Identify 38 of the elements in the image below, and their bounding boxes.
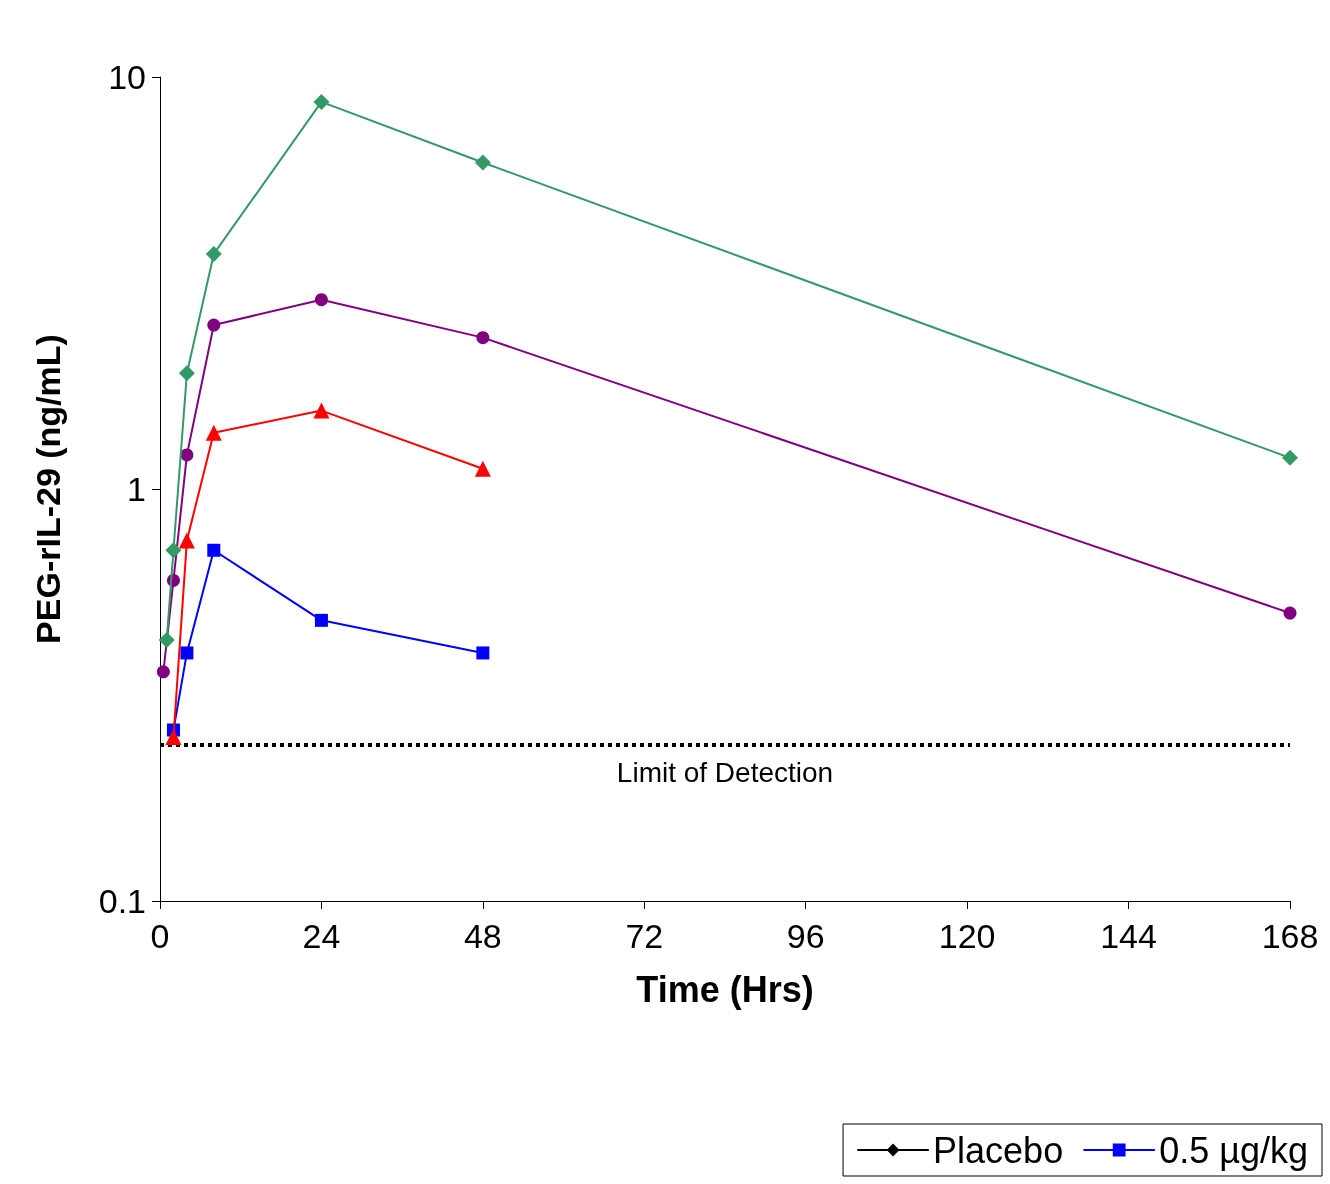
x-tick-label: 168 <box>1261 917 1319 955</box>
point <box>165 729 182 746</box>
point <box>474 460 491 477</box>
point <box>205 245 222 262</box>
x-tick-label: 144 <box>1100 917 1157 955</box>
y-tick-label: 1 <box>127 470 146 508</box>
y-tick-label: 10 <box>108 58 146 96</box>
point <box>205 424 222 441</box>
x-tick-label: 120 <box>938 917 996 955</box>
x-tick-label: 72 <box>625 917 664 955</box>
y-axis-title: PEG-rIL-29 (ng/mL) <box>29 334 67 644</box>
legend-label: Placebo <box>933 1129 1064 1171</box>
point <box>156 665 170 679</box>
point <box>1282 449 1298 466</box>
point <box>180 646 194 660</box>
x-tick-label: 24 <box>302 917 341 955</box>
y-tick-label: 0.1 <box>98 882 146 920</box>
point <box>476 646 490 660</box>
point <box>158 632 175 649</box>
ref-line-label: Limit of Detection <box>616 756 834 788</box>
x-tick-label: 48 <box>463 917 502 955</box>
point <box>207 543 221 557</box>
point <box>314 613 328 627</box>
point <box>476 331 490 345</box>
legend-label: 0.5 µg/kg <box>1159 1129 1309 1171</box>
x-tick-label: 0 <box>150 917 170 955</box>
point <box>1283 606 1297 620</box>
point <box>207 318 221 332</box>
point <box>165 542 182 559</box>
point <box>178 365 195 382</box>
point <box>178 532 195 549</box>
x-tick-label: 96 <box>786 917 825 955</box>
point <box>313 402 330 419</box>
point <box>180 448 194 462</box>
x-axis-title: Time (Hrs) <box>636 968 814 1010</box>
point <box>314 293 328 307</box>
point <box>313 93 330 110</box>
point <box>474 154 491 171</box>
